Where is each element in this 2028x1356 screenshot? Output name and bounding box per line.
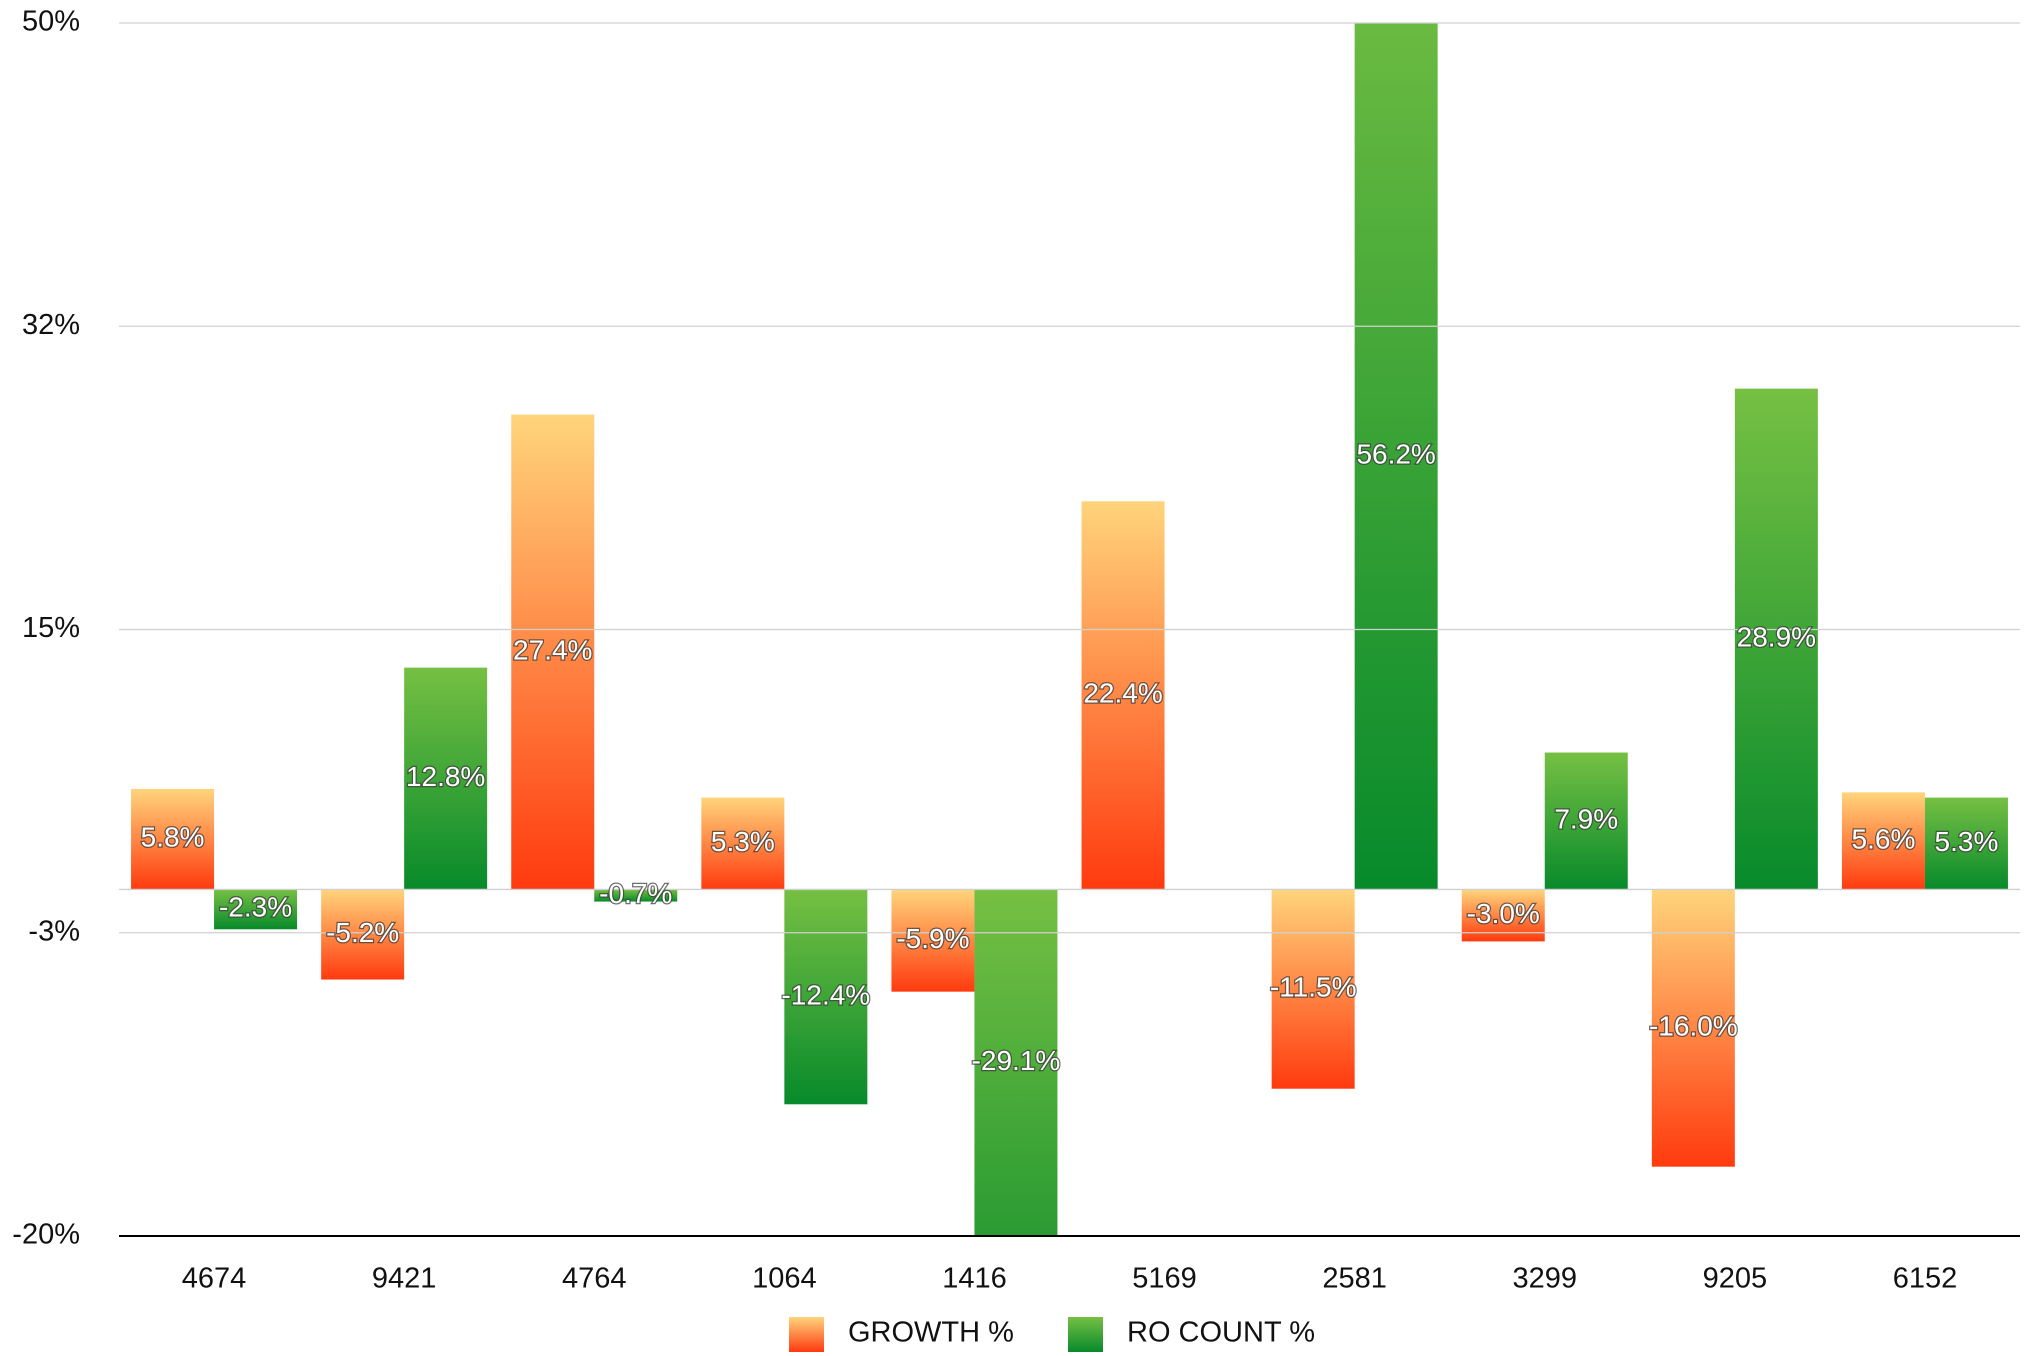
- bar: [404, 667, 488, 890]
- value-label: 5.6%: [1852, 823, 1916, 854]
- value-label: 7.9%: [1554, 803, 1618, 834]
- value-label: 12.8%: [406, 761, 485, 792]
- value-label: -0.7%: [599, 878, 672, 909]
- value-label: -12.4%: [781, 979, 870, 1010]
- y-tick-label: 32%: [22, 309, 80, 341]
- value-label: -29.1%: [972, 1045, 1061, 1076]
- y-tick-label: 15%: [22, 612, 80, 644]
- bar: [321, 889, 405, 980]
- x-tick-label: 5169: [1132, 1263, 1197, 1295]
- bar: [784, 889, 868, 1105]
- bar: [1544, 752, 1628, 890]
- y-tick-label: 50%: [22, 6, 80, 38]
- legend-swatch: [789, 1317, 824, 1352]
- bar: [1081, 501, 1165, 890]
- bar: [594, 889, 678, 902]
- x-tick-label: 1416: [942, 1263, 1007, 1295]
- value-label: 27.4%: [513, 634, 592, 665]
- x-tick-label: 4764: [562, 1263, 627, 1295]
- bar: [1651, 889, 1735, 1167]
- legend-label: GROWTH %: [848, 1317, 1014, 1349]
- value-label: -5.2%: [326, 917, 399, 948]
- bar: [1354, 23, 1438, 890]
- legend-label: RO COUNT %: [1127, 1317, 1315, 1349]
- bar: [974, 889, 1058, 1236]
- bar: [1841, 792, 1925, 890]
- value-label: -11.5%: [1270, 971, 1357, 1002]
- legend-swatch: [1068, 1317, 1103, 1352]
- bar: [131, 788, 215, 890]
- y-tick-label: -20%: [12, 1219, 80, 1251]
- bar: [511, 414, 595, 890]
- bar: [701, 797, 785, 890]
- bar: [1734, 388, 1818, 890]
- value-label: -16.0%: [1649, 1010, 1738, 1041]
- bar: [1271, 889, 1355, 1089]
- bar: [214, 889, 298, 930]
- value-label: 5.8%: [141, 822, 205, 853]
- value-label: 22.4%: [1083, 678, 1162, 709]
- value-label: 56.2%: [1356, 439, 1435, 470]
- y-tick-label: -3%: [28, 915, 80, 947]
- x-tick-label: 6152: [1893, 1263, 1958, 1295]
- value-label: 5.3%: [1935, 826, 1999, 857]
- x-tick-label: 9205: [1703, 1263, 1768, 1295]
- x-tick-label: 4674: [182, 1263, 247, 1295]
- x-tick-label: 1064: [752, 1263, 817, 1295]
- value-label: -5.9%: [896, 923, 969, 954]
- value-label: 28.9%: [1737, 621, 1816, 652]
- value-label: 5.3%: [711, 826, 775, 857]
- bar: [1924, 797, 2008, 890]
- x-tick-label: 2581: [1322, 1263, 1387, 1295]
- x-tick-label: 3299: [1512, 1263, 1577, 1295]
- value-label: -2.3%: [219, 892, 292, 923]
- x-tick-label: 9421: [372, 1263, 437, 1295]
- plot-area: [131, 23, 2008, 1236]
- bar: [891, 889, 975, 992]
- value-label: -3.0%: [1467, 898, 1540, 929]
